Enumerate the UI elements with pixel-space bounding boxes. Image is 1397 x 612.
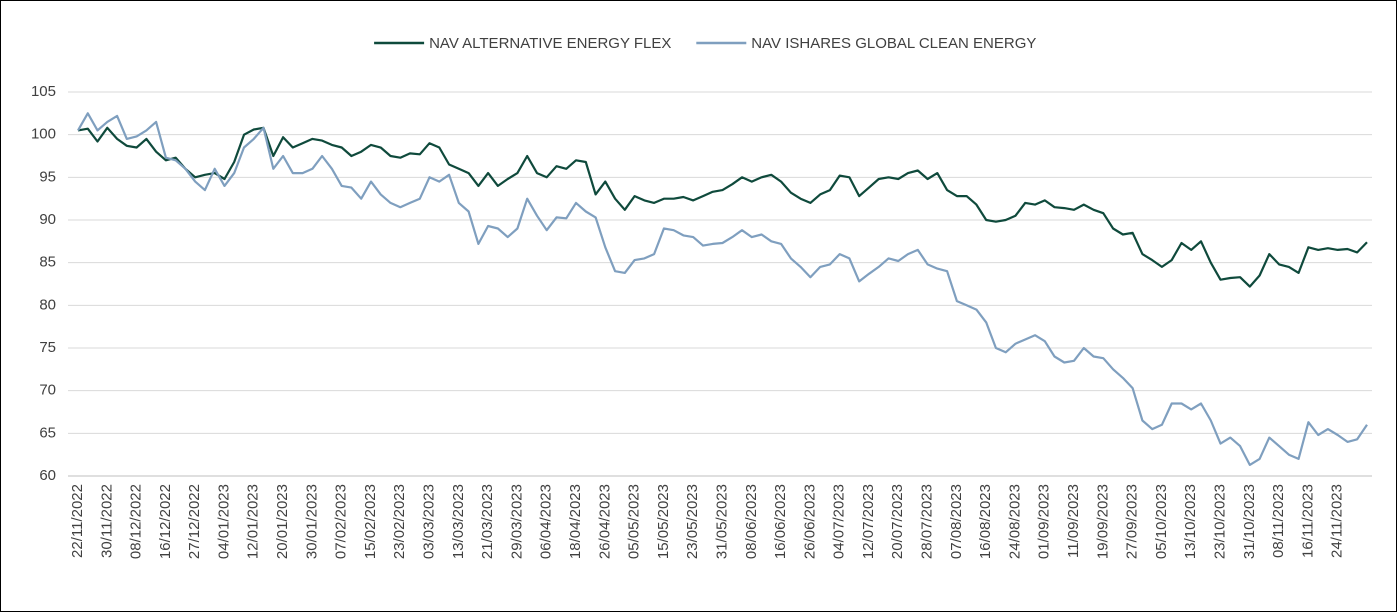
x-tick-label: 24/08/2023 bbox=[1006, 484, 1023, 559]
x-tick-label: 07/08/2023 bbox=[948, 484, 965, 559]
x-tick-label: 20/01/2023 bbox=[274, 484, 291, 559]
y-tick-label: 85 bbox=[39, 254, 56, 271]
x-tick-label: 08/12/2022 bbox=[128, 484, 145, 559]
x-tick-label: 23/05/2023 bbox=[684, 484, 701, 559]
x-tick-label: 20/07/2023 bbox=[889, 484, 906, 559]
x-tick-label: 16/06/2023 bbox=[772, 484, 789, 559]
x-tick-label: 28/07/2023 bbox=[919, 484, 936, 559]
series-line bbox=[77, 112, 1368, 466]
x-tick-label: 24/11/2023 bbox=[1329, 484, 1346, 558]
x-tick-label: 08/06/2023 bbox=[743, 484, 760, 559]
x-tick-label: 13/10/2023 bbox=[1182, 484, 1199, 559]
legend-label: NAV ISHARES GLOBAL CLEAN ENERGY bbox=[751, 35, 1036, 52]
x-tick-label: 27/12/2022 bbox=[186, 484, 203, 559]
x-tick-label: 30/01/2023 bbox=[303, 484, 320, 559]
x-tick-label: 15/05/2023 bbox=[655, 484, 672, 559]
x-tick-label: 26/06/2023 bbox=[801, 484, 818, 559]
x-tick-label: 06/04/2023 bbox=[538, 484, 555, 559]
x-tick-label: 16/08/2023 bbox=[977, 484, 994, 559]
y-tick-label: 105 bbox=[31, 83, 56, 100]
y-tick-label: 70 bbox=[39, 382, 56, 399]
x-tick-label: 05/10/2023 bbox=[1153, 484, 1170, 559]
x-tick-label: 18/04/2023 bbox=[567, 484, 584, 559]
x-tick-label: 16/11/2023 bbox=[1299, 484, 1316, 558]
x-tick-label: 29/03/2023 bbox=[508, 484, 525, 559]
x-tick-label: 11/09/2023 bbox=[1065, 484, 1082, 558]
x-tick-label: 23/02/2023 bbox=[391, 484, 408, 559]
y-tick-label: 95 bbox=[39, 168, 56, 185]
x-tick-label: 12/07/2023 bbox=[860, 484, 877, 559]
x-tick-label: 22/11/2022 bbox=[69, 484, 86, 558]
x-tick-label: 23/10/2023 bbox=[1211, 484, 1228, 559]
x-tick-label: 07/02/2023 bbox=[333, 484, 350, 559]
x-tick-label: 31/10/2023 bbox=[1241, 484, 1258, 559]
x-tick-label: 15/02/2023 bbox=[362, 484, 379, 559]
x-tick-label: 01/09/2023 bbox=[1036, 484, 1053, 559]
x-tick-label: 12/01/2023 bbox=[245, 484, 262, 559]
x-tick-label: 21/03/2023 bbox=[479, 484, 496, 559]
x-tick-label: 26/04/2023 bbox=[596, 484, 613, 559]
y-tick-label: 75 bbox=[39, 339, 56, 356]
x-tick-label: 05/05/2023 bbox=[626, 484, 643, 559]
y-tick-label: 80 bbox=[39, 296, 56, 313]
legend-label: NAV ALTERNATIVE ENERGY FLEX bbox=[429, 35, 671, 52]
x-tick-label: 31/05/2023 bbox=[713, 484, 730, 559]
x-tick-label: 04/01/2023 bbox=[215, 484, 232, 559]
y-tick-label: 90 bbox=[39, 211, 56, 228]
y-tick-label: 60 bbox=[39, 467, 56, 484]
y-tick-label: 65 bbox=[39, 424, 56, 441]
x-tick-label: 16/12/2022 bbox=[157, 484, 174, 559]
x-tick-label: 08/11/2023 bbox=[1270, 484, 1287, 558]
x-tick-label: 30/11/2022 bbox=[98, 484, 115, 558]
x-tick-label: 03/03/2023 bbox=[421, 484, 438, 559]
x-tick-label: 13/03/2023 bbox=[450, 484, 467, 559]
x-tick-label: 27/09/2023 bbox=[1124, 484, 1141, 559]
x-tick-label: 04/07/2023 bbox=[831, 484, 848, 559]
x-tick-label: 19/09/2023 bbox=[1094, 484, 1111, 559]
series-line bbox=[77, 126, 1368, 288]
y-tick-label: 100 bbox=[31, 126, 56, 143]
